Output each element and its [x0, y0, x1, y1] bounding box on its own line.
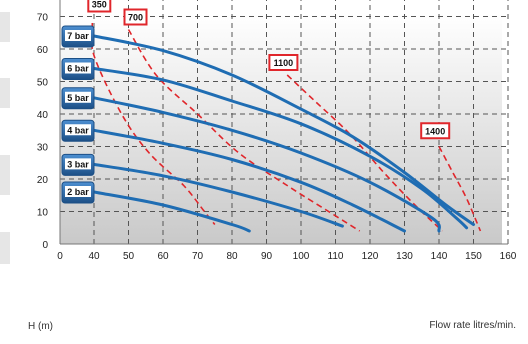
- flow-labels: 350 700 1100 1400: [87, 0, 451, 140]
- x-tick-label: 160: [500, 251, 517, 262]
- curve-3-bar: [92, 162, 344, 228]
- edge-block-4: [0, 232, 10, 264]
- y-tick-label: 60: [37, 45, 49, 56]
- x-tick-labels: 0 40 50 60 70 80 90 100 110 120 130 140 150 160: [57, 251, 517, 262]
- x-tick-label: 60: [157, 251, 169, 262]
- pressure-label-inner: [65, 124, 91, 136]
- y-tick-label: 20: [37, 175, 49, 186]
- curve-7-bar: [92, 34, 475, 226]
- flow-label-text: 350: [92, 0, 107, 10]
- pressure-label-inner: [65, 62, 91, 74]
- x-tick-label: 110: [328, 251, 344, 262]
- pressure-label-inner: [65, 186, 91, 197]
- flow-label-box: [268, 54, 299, 71]
- flow-label-text: 700: [128, 13, 143, 23]
- flow-label-700: 700: [123, 8, 148, 26]
- pressure-label-text: 6 bar: [67, 64, 89, 74]
- pressure-label-2-bar: 2 bar: [61, 181, 95, 204]
- curve-6-bar: [92, 67, 469, 230]
- y-tick-label: 10: [37, 208, 49, 219]
- pressure-label-7-bar: 7 bar: [61, 25, 95, 48]
- x-tick-label: 150: [465, 251, 482, 262]
- flow-label-box: [420, 122, 451, 140]
- x-tick-label: 40: [88, 251, 100, 262]
- flow-label-text: 1100: [274, 58, 294, 68]
- iso-line-350: [90, 22, 216, 226]
- pressure-label-6-bar: 6 bar: [61, 58, 95, 80]
- pressure-label-4-bar: 4 bar: [61, 119, 95, 142]
- x-tick-label: 70: [192, 251, 204, 262]
- x-tick-label: 50: [123, 251, 135, 262]
- pressure-label-text: 2 bar: [67, 187, 89, 197]
- pressure-label-text: 3 bar: [67, 159, 89, 169]
- x-tick-label: 100: [293, 251, 310, 262]
- edge-block-2: [0, 78, 10, 108]
- flow-label-box: [87, 0, 112, 13]
- x-tick-label: 90: [261, 251, 273, 262]
- grid: [59, 0, 509, 245]
- flow-label-350: 350: [87, 0, 112, 13]
- y-tick-label: 30: [37, 143, 49, 154]
- y-axis-title: H (m): [28, 321, 53, 332]
- x-tick-label: 0: [57, 251, 63, 262]
- pressure-label-3-bar: 3 bar: [61, 153, 95, 176]
- curve-4-bar: [92, 128, 406, 233]
- pressure-label-inner: [65, 158, 91, 170]
- edge-block-1: [0, 12, 10, 42]
- pressure-label-text: 4 bar: [67, 125, 89, 135]
- pressure-label-5-bar: 5 bar: [61, 87, 95, 110]
- curve-2-bar: [92, 190, 251, 233]
- curve-5-bar: [92, 96, 441, 233]
- pressure-label-inner: [65, 91, 91, 103]
- flow-label-1100: 1100: [268, 54, 299, 71]
- x-tick-label: 80: [226, 251, 238, 262]
- iso-line-700: [127, 29, 361, 232]
- y-tick-label: 50: [37, 78, 49, 89]
- x-tick-label: 140: [431, 251, 448, 262]
- pressure-labels: 2 bar 3 bar 4 bar 5 bar 6 bar 7 bar: [61, 25, 95, 204]
- flow-label-box: [123, 8, 148, 26]
- y-tick-label: 70: [37, 13, 49, 24]
- x-tick-label: 130: [396, 251, 413, 262]
- pressure-label-inner: [65, 30, 91, 41]
- y-tick-labels: 01020304050607080: [37, 13, 49, 252]
- x-tick-label: 120: [362, 251, 379, 262]
- x-axis-title: Flow rate litres/min.: [429, 320, 516, 331]
- pressure-label-text: 7 bar: [67, 31, 89, 41]
- edge-block-3: [0, 155, 10, 195]
- y-tick-label: 40: [37, 110, 49, 121]
- y-tick-label: 0: [42, 240, 48, 251]
- flow-label-1400: 1400: [420, 122, 451, 140]
- flow-label-text: 1400: [425, 126, 445, 136]
- pressure-curves: [92, 34, 475, 233]
- pressure-label-text: 5 bar: [67, 93, 89, 103]
- iso-line-1400: [438, 146, 482, 232]
